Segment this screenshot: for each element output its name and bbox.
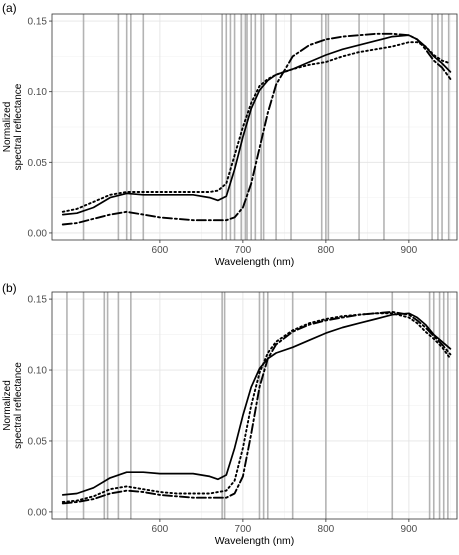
x-tick-label: 800 (318, 245, 335, 256)
y-tick-label: 0.15 (28, 295, 48, 306)
x-tick-label: 800 (318, 524, 335, 535)
x-tick-label: 700 (235, 524, 252, 535)
panel-label: (a) (2, 1, 17, 15)
x-tick-label: 900 (401, 524, 418, 535)
series-line-dotted (61, 312, 452, 503)
y-tick-label: 0.10 (28, 87, 48, 98)
x-tick-label: 700 (235, 245, 252, 256)
x-axis-title: Wavelength (nm) (215, 256, 295, 268)
y-tick-label: 0.10 (28, 366, 48, 377)
y-axis-title: spectral reflectance (13, 83, 24, 170)
panel-b: 600 700 800 900 0.00 0.05 0.10 0.15 Wavelength (… (2, 281, 458, 547)
y-tick-label: 0.00 (28, 507, 48, 518)
y-axis-title: Normalized (2, 102, 13, 153)
y-tick-label: 0.05 (28, 436, 48, 447)
panel-a: 600 700 800 900 0.00 0.05 0.10 0.15 Wavelength (… (2, 1, 458, 268)
y-axis-title: spectral reflectance (13, 362, 24, 449)
plot-border (51, 13, 458, 241)
plot-border (51, 291, 458, 520)
x-tick-label: 900 (401, 245, 418, 256)
y-tick-label: 0.15 (28, 17, 48, 28)
x-tick-label: 600 (152, 524, 169, 535)
y-tick-label: 0.05 (28, 158, 48, 169)
series-line-dashdot (61, 310, 452, 505)
series-line-dotted (61, 41, 452, 213)
panel-label: (b) (2, 281, 17, 295)
x-axis-title: Wavelength (nm) (215, 535, 295, 547)
y-axis-title: Normalized (2, 380, 13, 431)
series-line-dashdot (61, 32, 452, 226)
series-line-solid (61, 312, 452, 496)
x-tick-label: 600 (152, 245, 169, 256)
y-tick-label: 0.00 (28, 228, 48, 239)
